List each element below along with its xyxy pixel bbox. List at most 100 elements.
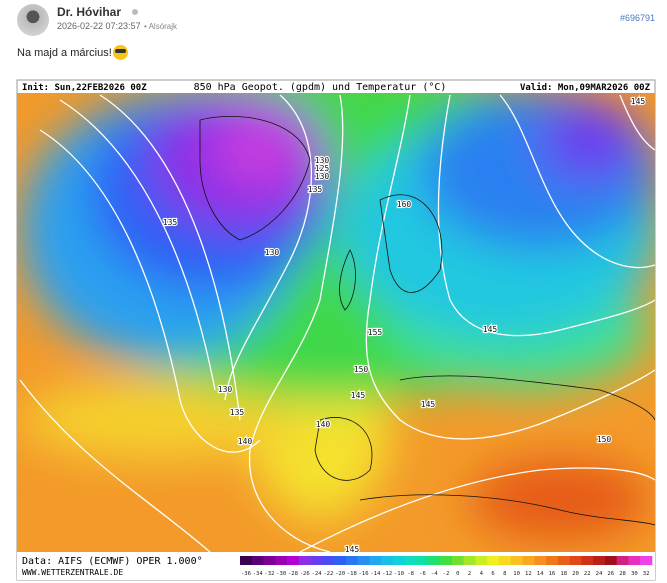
legend-swatch — [334, 556, 347, 565]
legend-swatch — [628, 556, 641, 565]
timestamp[interactable]: 2026-02-22 07:23:57 — [57, 21, 141, 31]
status-dot — [132, 9, 138, 15]
legend-label: 22 — [584, 571, 591, 577]
legend-swatch — [428, 556, 441, 565]
legend-label: 18 — [560, 571, 567, 577]
emoji — [113, 45, 128, 60]
legend-swatch — [440, 556, 453, 565]
website: WWW.WETTERZENTRALE.DE — [22, 568, 123, 577]
contour-label: 160 — [397, 200, 412, 209]
contour-label: 125 — [315, 164, 330, 173]
legend-label: -10 — [394, 571, 404, 577]
legend-label: -16 — [359, 571, 369, 577]
legend-swatch — [298, 556, 311, 565]
legend-label: 28 — [619, 571, 626, 577]
coastlines — [199, 116, 655, 526]
legend-label: -36 — [241, 571, 251, 577]
legend-label: 2 — [468, 571, 471, 577]
legend-label: 10 — [513, 571, 520, 577]
post-text: Na majd a március! — [17, 47, 112, 59]
contour-label: 130 — [315, 156, 330, 165]
legend-swatch — [357, 556, 370, 565]
data-source: Data: AIFS (ECMWF) OPER 1.000° — [22, 556, 203, 567]
legend-label: -26 — [300, 571, 310, 577]
contours — [19, 94, 655, 552]
legend-swatch — [475, 556, 488, 565]
legend-swatch — [593, 556, 606, 565]
legend-swatch — [451, 556, 464, 565]
legend-label: 16 — [549, 571, 556, 577]
contour-label: 150 — [354, 365, 369, 374]
legend-swatch — [322, 556, 335, 565]
contour-label: 135 — [308, 185, 323, 194]
legend-swatch — [616, 556, 629, 565]
init-label: Init: Sun,22FEB2026 00Z — [22, 82, 147, 93]
legend-label: -28 — [288, 571, 299, 577]
legend-swatch — [581, 556, 594, 565]
legend-label: 24 — [596, 571, 603, 577]
legend-label: 0 — [456, 571, 459, 577]
contour-label: 130 — [265, 248, 280, 257]
legend-label: -34 — [253, 571, 264, 577]
legend-label: -4 — [431, 571, 438, 577]
contour-label: 145 — [345, 545, 360, 554]
contour-label: 140 — [238, 437, 253, 446]
contour-label: 145 — [421, 400, 436, 409]
legend-swatch — [640, 556, 653, 565]
location: • Alsórajk — [144, 22, 178, 31]
legend-label: -20 — [335, 571, 345, 577]
legend-label: 4 — [480, 571, 484, 577]
legend-label: -14 — [370, 571, 381, 577]
legend-swatch — [546, 556, 559, 565]
legend-label: 30 — [631, 571, 638, 577]
legend-label: 12 — [525, 571, 532, 577]
author[interactable]: Dr. Hóvihar — [57, 5, 122, 19]
legend-swatch — [510, 556, 523, 565]
legend-swatch — [381, 556, 394, 565]
legend-label: -6 — [419, 571, 426, 577]
legend-swatch — [522, 556, 535, 565]
legend-label: -12 — [382, 571, 392, 577]
legend-label: -24 — [311, 571, 322, 577]
legend-swatch — [404, 556, 417, 565]
legend-label: -8 — [407, 571, 414, 577]
contour-label: 155 — [368, 328, 383, 337]
legend-label: 26 — [607, 571, 614, 577]
valid-label: Valid: Mon,09MAR2026 00Z — [520, 82, 651, 93]
legend-swatch — [393, 556, 406, 565]
legend-label: -32 — [264, 571, 274, 577]
contour-label: 145 — [631, 97, 646, 106]
legend-label: 20 — [572, 571, 579, 577]
legend-swatch — [369, 556, 382, 565]
legend-swatch — [240, 556, 253, 565]
contour-label: 135 — [230, 408, 245, 417]
legend-swatch — [275, 556, 288, 565]
legend-label: 14 — [537, 571, 544, 577]
post-id[interactable]: #696791 — [619, 13, 655, 23]
legend-label: -22 — [323, 571, 333, 577]
legend-swatch — [604, 556, 617, 565]
contour-label: 130 — [218, 385, 233, 394]
legend-label: -30 — [276, 571, 286, 577]
legend-label: -2 — [443, 571, 450, 577]
legend-swatch — [287, 556, 300, 565]
legend-swatch — [263, 556, 276, 565]
contour-label: 145 — [483, 325, 498, 334]
legend-swatch — [310, 556, 323, 565]
legend-swatch — [345, 556, 359, 565]
legend-swatch — [557, 556, 570, 565]
avatar[interactable] — [17, 4, 49, 36]
contour-label: 140 — [316, 420, 331, 429]
legend-swatch — [498, 556, 512, 565]
contour-label: 135 — [163, 218, 178, 227]
legend-label: 8 — [503, 571, 507, 577]
legend-swatch — [416, 556, 429, 565]
contour-label: 130 — [315, 172, 330, 181]
legend-swatch — [251, 556, 264, 565]
legend-label: 32 — [643, 571, 650, 577]
contour-label: 150 — [597, 435, 612, 444]
legend-swatch — [463, 556, 476, 565]
legend-swatch — [569, 556, 582, 565]
